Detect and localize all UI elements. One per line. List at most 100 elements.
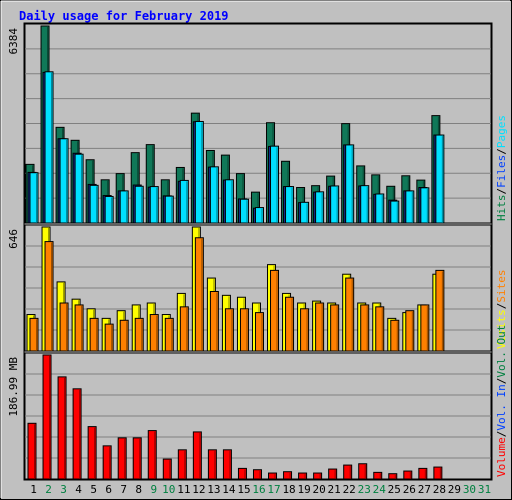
bar-sites (74, 304, 84, 352)
bar-pages (315, 191, 325, 224)
bar-pages (149, 186, 159, 224)
legend-item-vol-in: Vol. In (495, 384, 508, 430)
bar-sites (254, 312, 264, 352)
x-tick-label: 6 (105, 483, 112, 496)
bar-sites (29, 317, 39, 352)
bar-volume (102, 445, 112, 480)
bar-volume (358, 463, 368, 480)
bar-sites (285, 296, 295, 352)
legend-item-volume: Volume (495, 437, 508, 477)
bar-pages (330, 185, 340, 224)
bar-pages (224, 179, 234, 224)
bar-volume (252, 469, 262, 480)
x-tick-label: 14 (222, 483, 236, 496)
bar-pages (89, 184, 99, 224)
axis-max-label: 6384 (7, 28, 20, 55)
bar-volume (343, 464, 353, 480)
bar-volume (237, 467, 247, 480)
bar-pages (29, 172, 39, 224)
plot-border (23, 22, 493, 481)
bar-pages (254, 207, 264, 224)
bar-sites (239, 308, 249, 352)
bar-pages (405, 190, 415, 224)
legend-separator: / (495, 431, 508, 438)
bar-sites (270, 269, 280, 352)
x-tick-label: 15 (237, 483, 250, 496)
bar-sites (224, 308, 234, 352)
x-tick-label: 18 (282, 483, 295, 496)
bar-pages (239, 198, 249, 224)
x-tick-label: 21 (328, 483, 341, 496)
bar-volume (147, 430, 157, 480)
x-tick-label: 16 (252, 483, 265, 496)
legend-item-pages: Pages (495, 115, 508, 148)
bar-pages (44, 71, 54, 224)
legend-separator: / (495, 303, 508, 310)
axis-max-label: 186.99 MB (7, 357, 20, 417)
bar-pages (345, 144, 355, 224)
bar-sites (164, 317, 174, 352)
bar-pages (104, 195, 114, 224)
x-tick-label: 19 (297, 483, 310, 496)
bar-sites (330, 304, 340, 352)
x-tick-label: 24 (373, 483, 387, 496)
bar-volume (298, 472, 308, 480)
bar-pages (164, 195, 174, 224)
bar-volume (177, 449, 187, 480)
bar-volume (403, 470, 413, 480)
bar-pages (270, 145, 280, 224)
bar-volume (117, 437, 127, 480)
x-tick-label: 23 (358, 483, 371, 496)
bar-volume (57, 376, 67, 480)
bar-volume (27, 422, 37, 480)
x-tick-label: 31 (478, 483, 491, 496)
x-tick-label: 20 (313, 483, 326, 496)
bar-pages (59, 138, 69, 224)
bar-pages (300, 201, 310, 224)
x-tick-label: 2 (45, 483, 52, 496)
bar-volume (132, 437, 142, 480)
bar-volume (313, 472, 323, 480)
bar-sites (59, 302, 69, 352)
bar-sites (44, 241, 54, 352)
x-tick-label: 27 (418, 483, 431, 496)
bar-volume (433, 466, 443, 480)
bar-sites (104, 323, 114, 352)
bar-pages (209, 166, 219, 224)
legend-item-sites: Sites (495, 270, 508, 303)
bar-sites (119, 319, 129, 352)
bar-sites (405, 310, 415, 352)
bar-pages (134, 185, 144, 224)
legend-separator: / (495, 148, 508, 155)
bar-sites (134, 317, 144, 352)
bar-pages (375, 193, 385, 224)
x-tick-label: 7 (120, 483, 127, 496)
axis-max-label: 646 (7, 229, 20, 249)
legend-item-visits: Visits (495, 309, 508, 349)
bar-volume (192, 431, 202, 480)
x-tick-label: 13 (207, 483, 220, 496)
bar-sites (300, 308, 310, 352)
x-tick-label: 3 (60, 483, 67, 496)
x-tick-label: 25 (388, 483, 401, 496)
bar-volume (162, 458, 172, 480)
chart-title: Daily usage for February 2019 (19, 9, 229, 23)
bar-sites (179, 306, 189, 352)
bar-pages (435, 134, 445, 224)
x-tick-label: 12 (192, 483, 205, 496)
bar-sites (315, 302, 325, 352)
panel-visits-sites: 646 Visits/Sites (7, 224, 508, 352)
x-tick-label: 9 (150, 483, 157, 496)
legend-separator: / (495, 378, 508, 385)
bar-pages (285, 186, 295, 224)
bar-sites (89, 317, 99, 352)
x-tick-label: 5 (90, 483, 97, 496)
x-tick-label: 17 (267, 483, 280, 496)
bar-volume (222, 449, 232, 480)
bar-volume (328, 468, 338, 480)
bar-sites (420, 304, 430, 352)
